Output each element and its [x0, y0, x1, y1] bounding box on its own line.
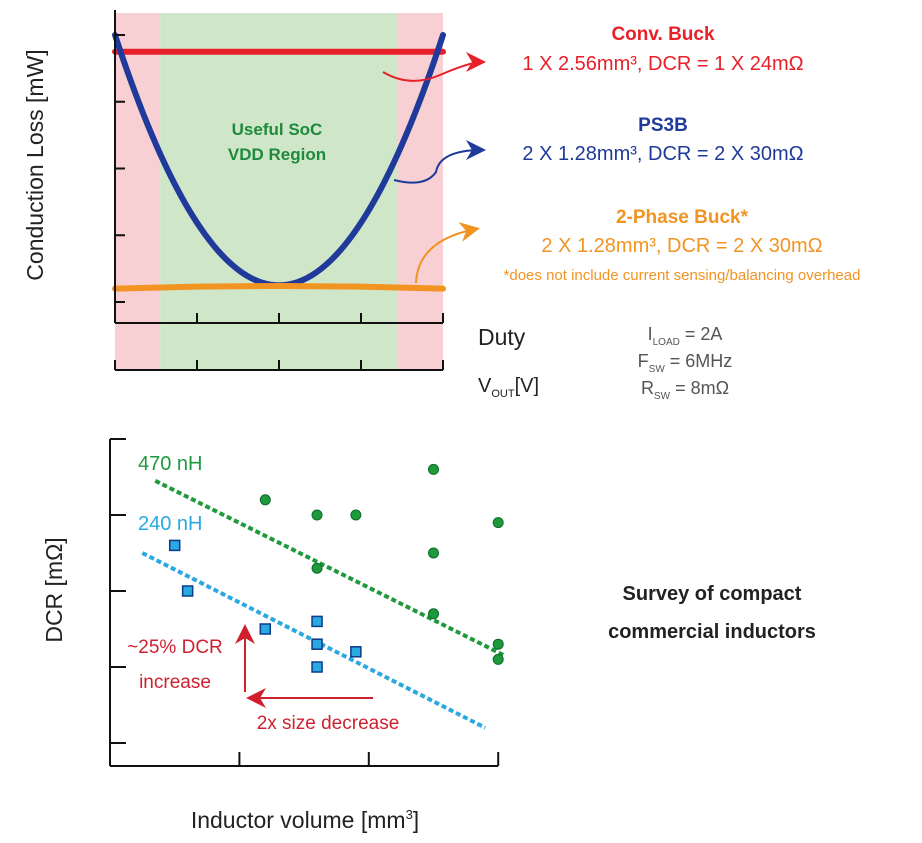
region-label: Useful SoC [232, 120, 323, 139]
series-label-240nh: 240 nH [138, 513, 203, 535]
data-point [168, 539, 181, 552]
data-point [350, 646, 362, 658]
svg-text:ILOAD = 2A: ILOAD = 2A [648, 324, 723, 348]
y-axis-label: DCR [mΩ] [41, 537, 67, 642]
svg-text:FSW = 6MHz: FSW = 6MHz [638, 351, 733, 375]
data-point [350, 509, 362, 521]
conv-buck-label: Conv. Buck [611, 24, 715, 45]
conduction-loss-chart: Useful SoC VDD Region Conduction Loss [m… [22, 10, 860, 402]
data-point [311, 661, 323, 673]
x-axis-label: Inductor volume [mm3] [191, 807, 419, 833]
conv-buck-pointer [382, 52, 486, 82]
data-point [311, 509, 323, 521]
data-point [259, 494, 271, 506]
shaded-region [397, 13, 443, 370]
shaded-region [160, 13, 398, 370]
two-phase-label: 2-Phase Buck* [616, 207, 749, 228]
conv-buck-detail: 1 X 2.56mm³, DCR = 1 X 24mΩ [522, 53, 803, 75]
data-point [428, 608, 439, 620]
shaded-region [115, 13, 161, 370]
size-decrease-label: 2x size decrease [257, 713, 400, 734]
chart-title: commercial inductors [608, 621, 816, 643]
data-point [311, 638, 323, 650]
two-phase-pointer [415, 222, 480, 284]
footnote: *does not include current sensing/balanc… [504, 267, 861, 284]
dcr-survey-chart: 470 nH 240 nH DCR [mΩ] Inductor volume [… [41, 438, 816, 833]
data-point [181, 585, 194, 597]
two-phase-detail: 2 X 1.28mm³, DCR = 2 X 30mΩ [541, 235, 822, 257]
series-line-2-phase-buck- [112, 282, 446, 292]
chart-title: Survey of compact [623, 583, 802, 605]
data-point [428, 547, 439, 559]
trend-line [154, 479, 506, 658]
svg-text:RSW = 8mΩ: RSW = 8mΩ [641, 378, 729, 402]
region-label: VDD Region [228, 145, 326, 164]
data-point [428, 463, 439, 475]
x-axis-label-duty: Duty [478, 324, 526, 350]
operating-conditions: ILOAD = 2A FSW = 6MHz RSW = 8mΩ [638, 324, 733, 402]
data-point [311, 562, 323, 574]
ps3b-label: PS3B [638, 115, 688, 136]
dcr-increase-label: ~25% DCR [127, 637, 223, 658]
ps3b-pointer [393, 140, 486, 184]
data-point [492, 653, 504, 665]
data-point [259, 623, 272, 635]
dcr-increase-label: increase [139, 672, 211, 693]
data-point [492, 638, 504, 650]
ps3b-detail: 2 X 1.28mm³, DCR = 2 X 30mΩ [522, 143, 803, 165]
series-label-470nh: 470 nH [138, 453, 203, 475]
x-axis-label-vout: VOUT[V] [478, 375, 539, 400]
y-axis-label: Conduction Loss [mW] [22, 49, 48, 280]
data-point [311, 615, 323, 628]
data-point [492, 517, 504, 529]
